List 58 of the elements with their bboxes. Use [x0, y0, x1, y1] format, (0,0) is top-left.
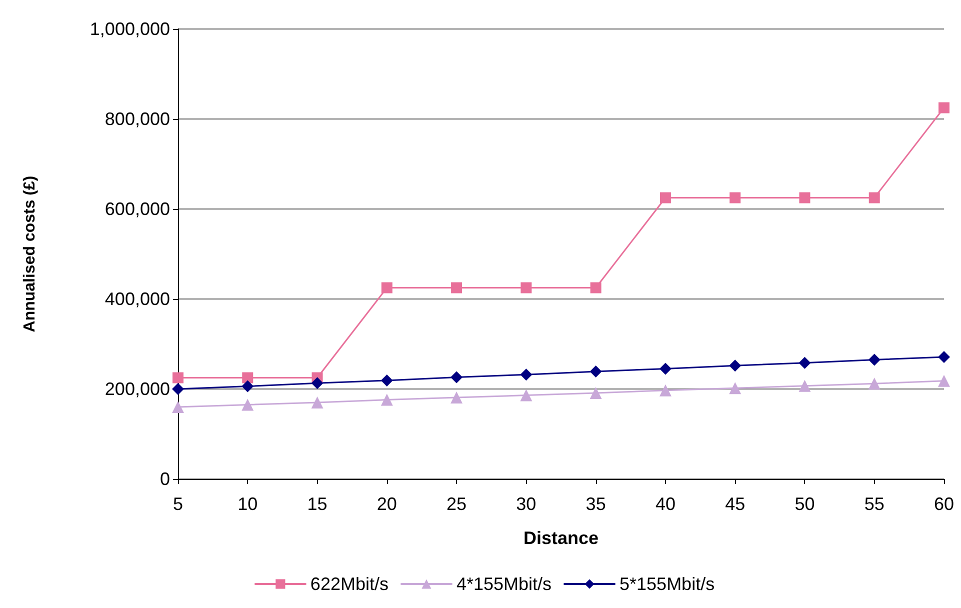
point — [172, 372, 184, 384]
point — [381, 282, 392, 294]
x-tick-label: 55 — [864, 494, 884, 514]
point — [729, 360, 742, 372]
y-tick-label: 600,000 — [104, 199, 170, 219]
legend-label: 622Mbit/s — [310, 574, 388, 594]
point — [380, 374, 393, 386]
x-tick-label: 60 — [934, 494, 954, 514]
point — [311, 377, 324, 390]
y-tick-label: 400,000 — [104, 289, 170, 309]
point — [172, 383, 184, 395]
point — [868, 354, 880, 366]
point — [520, 389, 532, 402]
point — [659, 362, 672, 375]
x-tick-label: 45 — [725, 494, 746, 514]
x-tick-label: 20 — [376, 494, 397, 514]
point — [450, 371, 463, 384]
x-tick-label: 25 — [446, 494, 467, 514]
point — [730, 192, 741, 204]
point — [450, 392, 463, 404]
point — [520, 368, 532, 381]
y-tick-label: 800,000 — [104, 109, 170, 129]
point — [659, 384, 672, 396]
point — [242, 398, 254, 411]
point — [172, 401, 184, 413]
x-tick-label: 40 — [655, 494, 676, 514]
x-tick-label: 30 — [516, 494, 536, 514]
point — [868, 378, 880, 390]
legend-label: 5*155Mbit/s — [620, 574, 715, 594]
point — [798, 356, 811, 369]
point — [938, 374, 950, 387]
point — [242, 380, 254, 392]
point — [590, 282, 602, 294]
point — [798, 380, 811, 392]
y-tick-label: 1,000,000 — [90, 19, 170, 39]
point — [660, 192, 671, 204]
point — [590, 387, 602, 400]
x-tick-label: 5 — [172, 494, 184, 514]
x-tick-label: 15 — [307, 494, 328, 514]
point — [311, 396, 324, 408]
point — [938, 351, 950, 364]
point — [380, 394, 393, 406]
x-tick-label: 50 — [794, 494, 815, 514]
x-axis-title: Distance — [523, 528, 599, 548]
point — [451, 282, 462, 294]
point — [520, 282, 532, 294]
point — [799, 192, 810, 204]
point — [590, 365, 602, 378]
y-tick-label: 0 — [160, 469, 170, 489]
point — [868, 192, 880, 204]
x-tick-label: 35 — [586, 494, 606, 514]
y-tick-label: 200,000 — [104, 379, 170, 399]
legend-label: 4*155Mbit/s — [456, 574, 552, 594]
point — [938, 102, 950, 114]
y-axis-title: Annualised costs (£) — [22, 176, 38, 332]
point — [729, 382, 742, 394]
x-tick-label: 10 — [238, 494, 258, 514]
point — [242, 372, 254, 384]
